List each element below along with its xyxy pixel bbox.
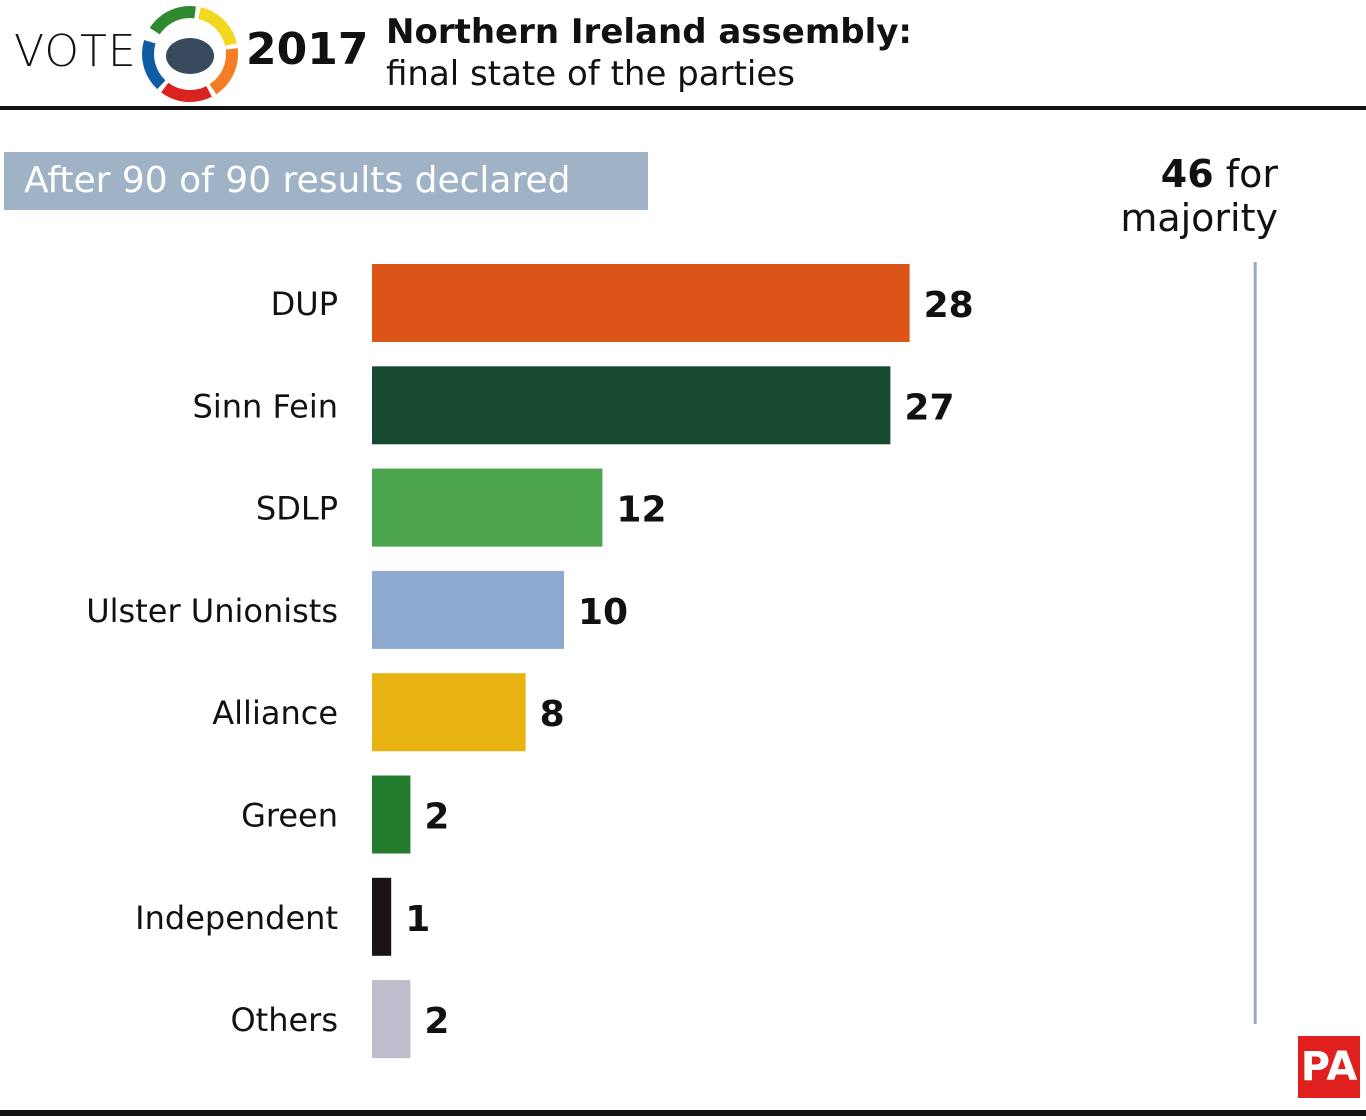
vote-label: VOTE (14, 26, 137, 77)
logo-segment (149, 6, 196, 35)
value-label: 8 (540, 694, 565, 735)
value-label: 27 (904, 387, 954, 428)
majority-text2: majority (1120, 196, 1278, 240)
category-label: Ulster Unionists (86, 592, 338, 630)
bar (372, 673, 526, 752)
value-label: 12 (616, 490, 666, 531)
category-label: SDLP (256, 490, 338, 528)
category-label: Others (230, 1001, 338, 1039)
bar (372, 366, 891, 445)
value-label: 2 (424, 1001, 449, 1042)
bar (372, 570, 564, 649)
pa-logo: PA (1298, 1036, 1360, 1098)
value-label: 2 (424, 797, 449, 838)
chart-subtitle: final state of the parties (386, 54, 795, 94)
category-label: Alliance (212, 694, 338, 732)
bar (372, 775, 411, 854)
year-label: 2017 (246, 24, 369, 75)
bar (372, 980, 411, 1059)
map-icon (166, 38, 214, 74)
bottom-rule (0, 1110, 1366, 1116)
results-banner: After 90 of 90 results declared (4, 152, 648, 210)
bar (372, 877, 392, 956)
bar (372, 264, 910, 342)
majority-text: for (1225, 152, 1278, 196)
category-label: Sinn Fein (193, 387, 338, 425)
logo-segment (161, 82, 212, 102)
logo-segment (209, 48, 238, 95)
logo-segment (197, 7, 237, 47)
value-label: 10 (578, 592, 628, 633)
category-label: DUP (271, 285, 338, 323)
majority-value: 46 (1160, 152, 1214, 196)
vote-logo-icon (142, 6, 238, 102)
majority-label: 46 for majority (1120, 152, 1278, 240)
category-label: Independent (135, 899, 338, 937)
chart-title: Northern Ireland assembly: (386, 12, 913, 52)
logo-segment (142, 39, 166, 90)
bar (372, 468, 603, 547)
value-label: 1 (405, 899, 430, 940)
value-label: 28 (924, 285, 974, 326)
top-rule (0, 106, 1366, 110)
category-label: Green (241, 797, 338, 835)
